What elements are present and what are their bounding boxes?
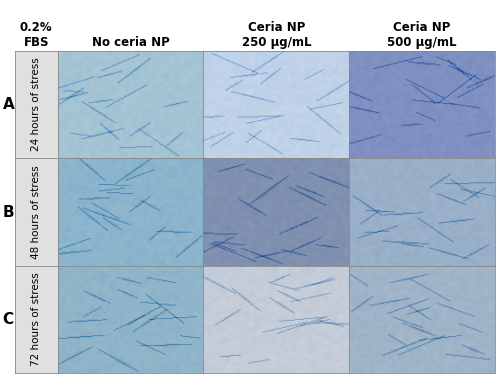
Text: 48 hours of stress: 48 hours of stress — [31, 165, 41, 259]
Text: 0.2%
FBS: 0.2% FBS — [20, 21, 52, 49]
Text: A: A — [2, 97, 14, 112]
Text: 72 hours of stress: 72 hours of stress — [31, 273, 41, 366]
Text: Ceria NP
250 µg/mL: Ceria NP 250 µg/mL — [242, 21, 311, 49]
Text: B: B — [2, 205, 14, 219]
Text: No ceria NP: No ceria NP — [92, 36, 170, 49]
Text: C: C — [2, 312, 14, 327]
Text: 24 hours of stress: 24 hours of stress — [31, 58, 41, 152]
Text: Ceria NP
500 µg/mL: Ceria NP 500 µg/mL — [388, 21, 457, 49]
